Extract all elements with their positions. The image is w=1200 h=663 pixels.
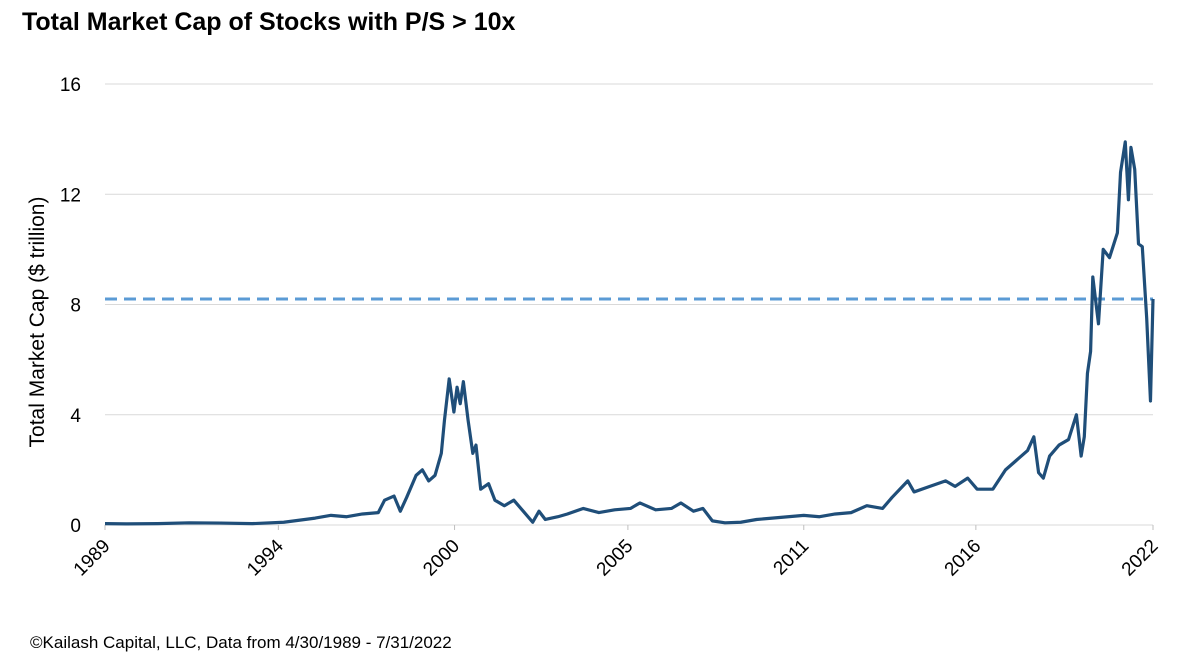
y-tick-label: 16	[60, 75, 81, 96]
data-line	[104, 140, 1155, 526]
x-tick-label: 2000	[419, 536, 464, 581]
x-tick-label: 1989	[70, 536, 115, 581]
y-tick-label: 12	[60, 185, 81, 206]
x-tick-label: 2011	[770, 536, 814, 580]
x-tick-label: 2005	[593, 536, 638, 581]
y-tick-label: 4	[70, 406, 81, 427]
y-tick-label: 0	[70, 516, 81, 537]
y-tick-label: 8	[70, 296, 81, 317]
x-tick-label: 2022	[1118, 536, 1163, 581]
x-tick-label: 1994	[243, 535, 288, 580]
chart-title: Total Market Cap of Stocks with P/S > 10…	[22, 8, 516, 36]
y-axis-label: Total Market Cap ($ trillion)	[26, 197, 49, 448]
source-note: ©Kailash Capital, LLC, Data from 4/30/19…	[30, 633, 452, 652]
x-tick-label: 2016	[941, 536, 986, 581]
